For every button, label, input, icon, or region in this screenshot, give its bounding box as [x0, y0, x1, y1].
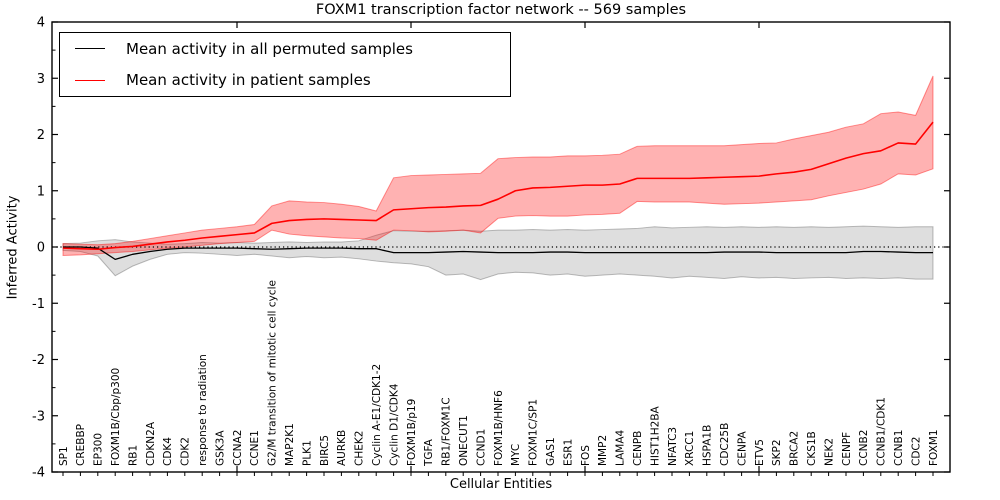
x-category-label: G2/M transition of mitotic cell cycle	[267, 280, 279, 466]
x-category-label: CCNA2	[232, 430, 244, 466]
y-tick-label: -3	[32, 409, 45, 424]
x-category-label: RB1	[127, 445, 139, 466]
x-category-label: CHEK2	[354, 431, 366, 466]
x-category-label: CREBBP	[75, 424, 87, 466]
legend: Mean activity in all permuted samples Me…	[59, 32, 511, 97]
x-category-label: ESR1	[562, 439, 574, 466]
x-category-label: EP300	[93, 433, 105, 466]
x-category-label: BIRC5	[319, 435, 331, 466]
x-category-label: FOS	[580, 445, 592, 466]
x-category-label: CENPA	[736, 431, 748, 466]
x-category-label: GSK3A	[214, 430, 226, 466]
x-category-label: CENPF	[841, 432, 853, 466]
x-category-label: CCNB1/CDK1	[876, 397, 888, 466]
y-tick-label: 4	[37, 16, 45, 31]
x-category-label: ONECUT1	[458, 415, 470, 466]
x-category-label: CCNE1	[249, 430, 261, 466]
x-category-label: MMP2	[597, 435, 609, 466]
y-tick-label: 2	[37, 128, 45, 143]
x-axis-label: Cellular Entities	[449, 477, 553, 492]
x-category-label: CKS1B	[806, 431, 818, 466]
patient-line-swatch	[75, 79, 105, 81]
x-category-label: AURKB	[336, 430, 348, 466]
x-category-label: CCNB1	[893, 430, 905, 466]
x-category-label: SP1	[58, 446, 70, 466]
y-tick-label: 1	[37, 184, 45, 199]
legend-label-patient: Mean activity in patient samples	[126, 71, 371, 90]
x-category-label: XRCC1	[684, 431, 696, 466]
x-category-label: CENPB	[632, 431, 644, 466]
x-category-label: LAMA4	[615, 429, 627, 466]
legend-item-permuted: Mean activity in all permuted samples	[60, 35, 510, 63]
x-category-label: Cyclin D1/CDK4	[388, 383, 400, 466]
x-category-label: CDC2	[910, 437, 922, 466]
x-category-label: NEK2	[823, 438, 835, 466]
chart-title: FOXM1 transcription factor network -- 56…	[315, 2, 687, 18]
permuted-line-swatch	[75, 48, 105, 50]
x-category-label: RB1/FOXM1C	[441, 397, 453, 466]
x-category-label: CDK2	[180, 437, 192, 466]
x-category-label: CDKN2A	[145, 421, 157, 466]
x-category-label: response to radiation	[197, 354, 209, 466]
x-category-label: TGFA	[423, 438, 435, 467]
x-category-label: MAP2K1	[284, 423, 296, 466]
x-category-label: BRCA2	[789, 431, 801, 466]
x-category-label: MYC	[510, 444, 522, 466]
x-category-label: FOXM1B/Cbp/p300	[110, 368, 122, 466]
x-category-label: CDK4	[162, 437, 174, 466]
y-tick-label: 0	[37, 241, 45, 256]
x-category-label: GAS1	[545, 437, 557, 466]
x-category-label: CCND1	[475, 429, 487, 466]
y-tick-label: -4	[32, 466, 45, 481]
x-category-label: PLK1	[301, 440, 313, 466]
y-tick-label: -1	[32, 297, 45, 312]
x-category-label: CCNB2	[858, 430, 870, 466]
y-tick-label: -2	[32, 353, 45, 368]
x-category-label: FOXM1C/SP1	[528, 399, 540, 466]
x-category-label: CDC25B	[719, 423, 731, 466]
x-category-label: NFATC3	[667, 427, 679, 466]
x-category-label: ETV5	[754, 439, 766, 466]
legend-item-patient: Mean activity in patient samples	[60, 66, 510, 94]
legend-label-permuted: Mean activity in all permuted samples	[126, 39, 413, 58]
x-category-label: SKP2	[771, 439, 783, 466]
x-category-label: FOXM1B/p19	[406, 399, 418, 466]
x-category-label: FOXM1B/HNF6	[493, 390, 505, 466]
permuted-mean-line	[63, 246, 933, 261]
x-category-label: FOXM1	[928, 429, 940, 466]
x-category-label: Cyclin A-E1/CDK1-2	[371, 364, 383, 466]
x-category-label: HSPA1B	[702, 425, 714, 466]
y-axis-label: Inferred Activity	[5, 195, 21, 300]
patient-samples-band	[62, 75, 934, 256]
y-tick-label: 3	[37, 72, 45, 87]
patient-mean-line	[62, 121, 934, 251]
x-category-label: HIST1H2BA	[649, 405, 661, 466]
